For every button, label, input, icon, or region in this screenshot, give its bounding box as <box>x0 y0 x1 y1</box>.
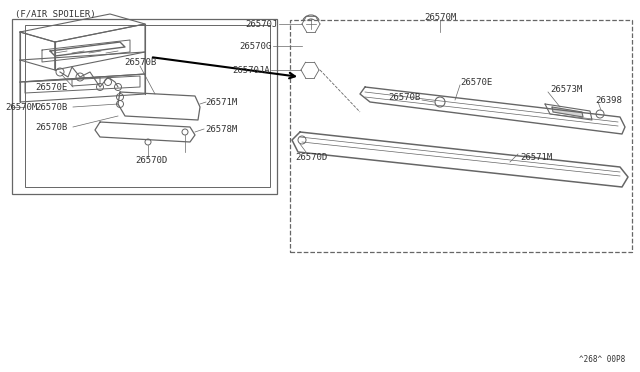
Text: 26578M: 26578M <box>205 125 237 134</box>
Text: (F/AIR SPOILER): (F/AIR SPOILER) <box>15 10 95 19</box>
Text: 26570B: 26570B <box>388 93 420 102</box>
Bar <box>12 19 277 194</box>
Text: 26570JA: 26570JA <box>232 65 270 74</box>
Text: 26570M: 26570M <box>424 13 456 22</box>
Bar <box>290 20 632 252</box>
Text: 26573M: 26573M <box>550 84 582 93</box>
Text: 26570J: 26570J <box>246 19 278 29</box>
Text: 26570B: 26570B <box>35 103 67 112</box>
Text: 26570D: 26570D <box>135 155 167 164</box>
Polygon shape <box>552 107 583 117</box>
Text: 26570E: 26570E <box>35 83 67 92</box>
Text: 26571M: 26571M <box>205 97 237 106</box>
Text: 26570D: 26570D <box>295 153 327 161</box>
Text: 26571M: 26571M <box>520 153 552 161</box>
Text: 26570M: 26570M <box>5 103 37 112</box>
Text: 26570G: 26570G <box>240 42 272 51</box>
Text: 26570B: 26570B <box>35 122 67 131</box>
Text: 26398: 26398 <box>595 96 622 105</box>
Text: 26570E: 26570E <box>460 77 492 87</box>
Text: ^268^ 00P8: ^268^ 00P8 <box>579 356 625 365</box>
Text: 26570B: 26570B <box>124 58 156 67</box>
Bar <box>25 25 270 187</box>
